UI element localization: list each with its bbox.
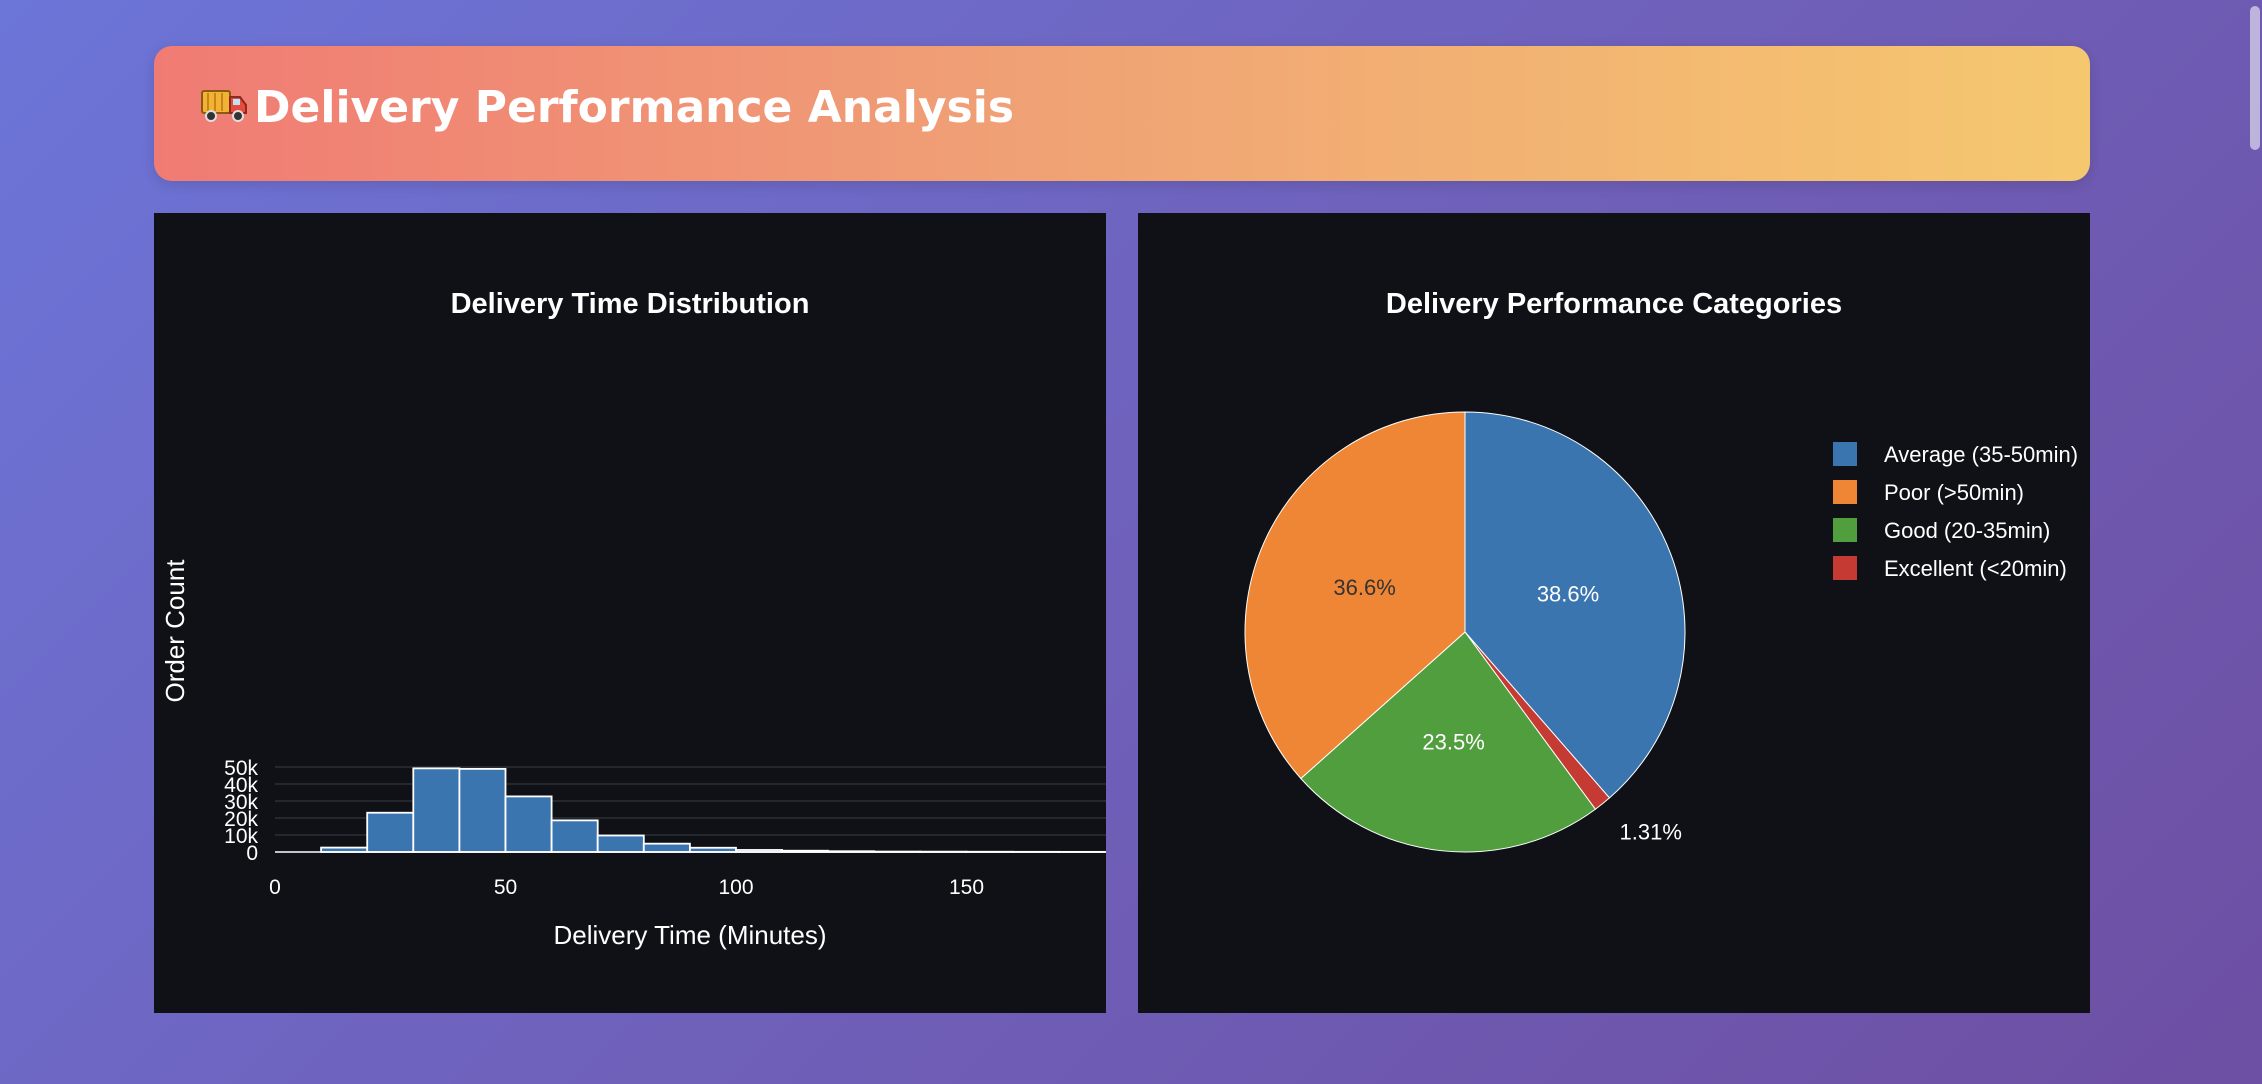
histogram-bar — [550, 819, 599, 853]
histogram-bar — [642, 842, 691, 853]
histogram-bar — [458, 767, 507, 853]
x-axis-label: Delivery Time (Minutes) — [553, 920, 826, 950]
y-tick-label: 40k — [224, 774, 258, 797]
pie-slice — [1244, 411, 1466, 780]
legend-swatch — [1833, 518, 1857, 542]
x-tick-label: 100 — [718, 876, 753, 899]
histogram-bar — [366, 811, 415, 853]
legend-swatch — [1833, 480, 1857, 504]
delivery-truck-icon — [200, 85, 248, 136]
y-tick-label: 0 — [246, 842, 258, 865]
page-title-text: Delivery Performance Analysis — [254, 82, 1015, 133]
legend-label: Good (20-35min) — [1884, 518, 2050, 543]
pie-slice-label: 1.31% — [1620, 819, 1682, 844]
chart-title: Delivery Performance Categories — [1386, 288, 1842, 320]
histogram-bar — [412, 767, 461, 853]
pie-panel: Delivery Performance Categories 38.6% 1.31… — [1138, 213, 2090, 1013]
histogram-bar — [504, 795, 553, 853]
chart-title: Delivery Time Distribution — [451, 288, 810, 320]
delivery-categories-pie: Delivery Performance Categories 38.6% 1.31… — [1244, 288, 2078, 853]
legend-label: Excellent (<20min) — [1884, 556, 2067, 581]
y-tick-label: 30k — [224, 791, 258, 814]
y-tick-label: 20k — [224, 808, 258, 831]
pie-slice-label: 38.6% — [1537, 581, 1599, 606]
histogram-panel: Delivery Time Distribution 0 10k 20k 30k 40k 5… — [154, 213, 1106, 1013]
delivery-time-histogram: Delivery Time Distribution010k20k30k40k5… — [160, 288, 1106, 950]
x-tick-label: 150 — [949, 876, 984, 899]
pie-slice — [1300, 631, 1597, 853]
y-tick-label: 50k — [224, 757, 258, 780]
legend-label: Poor (>50min) — [1884, 480, 2024, 505]
y-axis-label: Order Count — [160, 559, 190, 703]
page-title: Delivery Performance Analysis — [200, 82, 1014, 136]
x-tick-label: 50 — [494, 876, 517, 899]
pie-slice — [1464, 411, 1686, 799]
legend-swatch — [1833, 556, 1857, 580]
histogram-bar — [596, 834, 645, 853]
x-tick-label: 0 — [269, 876, 281, 899]
page-scrollbar[interactable] — [2250, 6, 2260, 150]
legend-label: Average (35-50min) — [1884, 442, 2078, 467]
pie-slice-label: 23.5% — [1422, 729, 1484, 754]
y-tick-label: 10k — [224, 825, 258, 848]
legend-swatch — [1833, 442, 1857, 466]
pie-slice-label: 36.6% — [1333, 575, 1395, 600]
page-header: Delivery Performance Analysis — [154, 46, 2090, 181]
